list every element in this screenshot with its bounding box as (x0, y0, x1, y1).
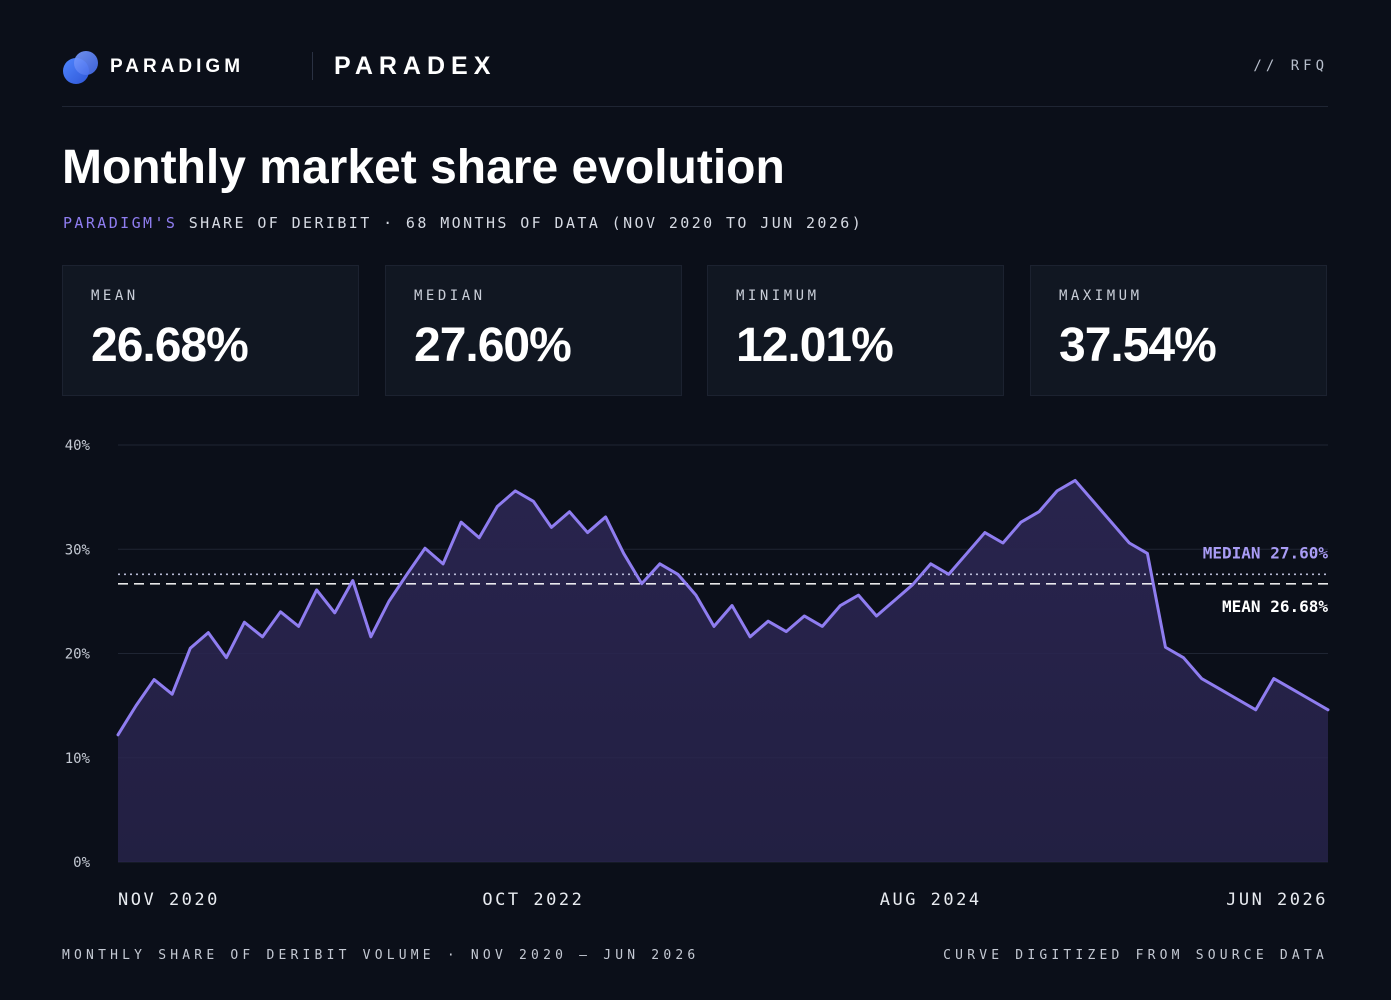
footer-source-note: CURVE DIGITIZED FROM SOURCE DATA (943, 948, 1328, 963)
paradigm-logo-icon (63, 51, 98, 84)
x-tick-label: NOV 2020 (118, 890, 220, 910)
series-line (116, 478, 1330, 737)
series-area (118, 480, 1328, 862)
stat-value: 27.60% (414, 319, 572, 372)
stat-label: MEAN (91, 288, 139, 304)
brand-divider (312, 52, 313, 80)
footer-caption: MONTHLY SHARE OF DERIBIT VOLUME · NOV 20… (62, 948, 700, 963)
stat-value: 37.54% (1059, 319, 1217, 372)
y-tick-label: 10% (65, 751, 91, 767)
stat-card-maximum: MAXIMUM 37.54% (1030, 265, 1327, 396)
median-label: MEDIAN 27.60% (1203, 543, 1329, 562)
header-divider (62, 106, 1328, 107)
rfq-tag: // RFQ (1253, 58, 1328, 74)
stat-value: 12.01% (736, 319, 894, 372)
page-subtitle: PARADIGM'S SHARE OF DERIBIT · 68 MONTHS … (63, 214, 863, 232)
stat-label: MEDIAN (414, 288, 486, 304)
stat-card-median: MEDIAN 27.60% (385, 265, 682, 396)
y-tick-label: 0% (73, 855, 90, 871)
page-title: Monthly market share evolution (62, 141, 785, 194)
x-tick-label: OCT 2022 (482, 890, 584, 910)
y-tick-label: 20% (65, 647, 91, 663)
subtitle-accent: PARADIGM'S (63, 214, 178, 232)
stat-label: MINIMUM (736, 288, 820, 304)
stat-value: 26.68% (91, 319, 249, 372)
stat-label: MAXIMUM (1059, 288, 1143, 304)
brand-paradigm: PARADIGM (110, 56, 245, 77)
y-tick-label: 30% (65, 542, 91, 558)
stat-card-minimum: MINIMUM 12.01% (707, 265, 1004, 396)
header: PARADIGM PARADEX // RFQ (62, 44, 1328, 88)
mean-label: MEAN 26.68% (1222, 597, 1328, 616)
brand-paradex: PARADEX (334, 52, 497, 80)
x-tick-label: AUG 2024 (880, 890, 982, 910)
y-tick-label: 40% (65, 438, 91, 454)
subtitle-rest: SHARE OF DERIBIT · 68 MONTHS OF DATA (NO… (177, 214, 864, 232)
stat-card-mean: MEAN 26.68% (62, 265, 359, 396)
x-tick-label: JUN 2026 (1226, 890, 1328, 910)
